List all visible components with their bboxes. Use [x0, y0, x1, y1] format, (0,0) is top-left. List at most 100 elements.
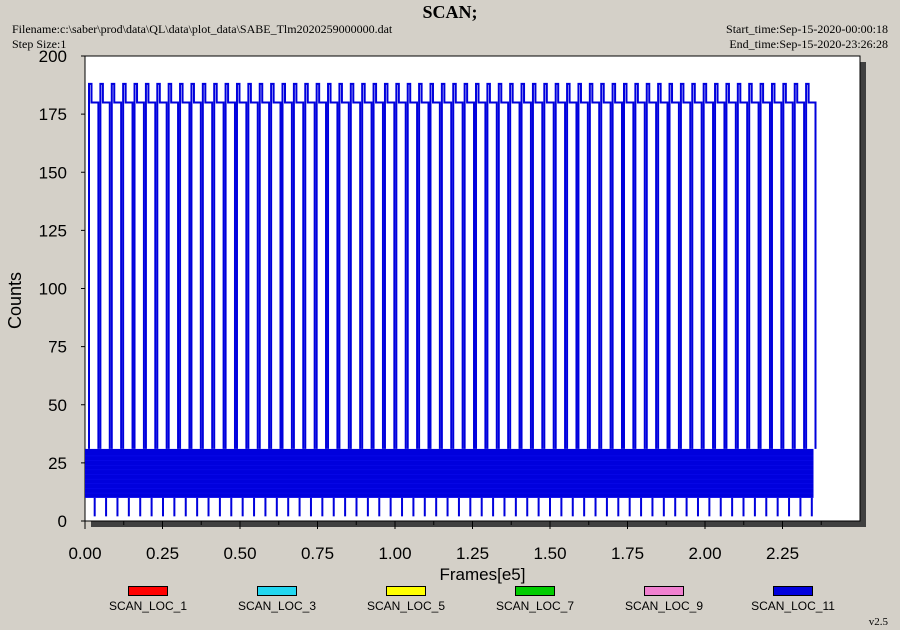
spike-line — [668, 82, 680, 449]
y-axis-label: Counts — [5, 272, 25, 329]
spike-line — [258, 82, 271, 449]
y-tick-label: 50 — [48, 396, 67, 415]
spike-line — [759, 82, 771, 449]
spike-line — [486, 82, 498, 449]
spike-line — [714, 82, 726, 449]
y-tick-label: 25 — [48, 454, 67, 473]
spike-line — [736, 82, 749, 449]
scan-chart: 0 25 50 75 100 125 150 175 200 0.00 0.25 0.50 0.75 1.… — [5, 47, 866, 584]
spike-line — [679, 82, 692, 449]
spike-line — [702, 82, 715, 449]
spike-line — [497, 82, 510, 449]
legend-label: SCAN_LOC_3 — [237, 599, 317, 613]
legend-swatch — [386, 586, 426, 596]
legend-label: SCAN_LOC_1 — [108, 599, 188, 613]
spike-line — [600, 82, 612, 449]
spike-line — [793, 82, 806, 449]
spike-line — [133, 82, 145, 449]
spike-line — [383, 82, 396, 449]
spike-line — [179, 82, 191, 449]
spike-line — [634, 82, 646, 449]
spike-line — [395, 82, 407, 449]
spike-line — [167, 82, 180, 449]
y-tick-label: 200 — [39, 47, 67, 66]
legend-item: SCAN_LOC_9 — [604, 586, 724, 613]
x-tick-label: 1.50 — [533, 544, 566, 563]
x-tick-label: 0.75 — [301, 544, 334, 563]
spike-line — [611, 82, 623, 449]
legend-label: SCAN_LOC_9 — [624, 599, 704, 613]
x-tick-label: 2.00 — [688, 544, 721, 563]
legend-swatch — [128, 586, 168, 596]
spike-line — [247, 82, 259, 449]
spike-line — [156, 82, 168, 449]
start-time-label: Start_time:Sep-15-2020-00:00:18 — [726, 22, 888, 36]
y-tick-label: 75 — [48, 338, 67, 357]
x-tick-label: 1.00 — [378, 544, 411, 563]
spike-line — [213, 82, 225, 449]
y-tick-label: 150 — [39, 163, 67, 182]
y-tick-label: 125 — [39, 221, 67, 240]
spike-line — [304, 82, 316, 449]
y-tick-label: 175 — [39, 105, 67, 124]
spike-line — [622, 82, 635, 449]
spike-line — [372, 82, 384, 449]
spike-line — [452, 82, 464, 449]
legend-item: SCAN_LOC_1 — [88, 586, 208, 613]
spike-line — [292, 82, 305, 449]
spike-line — [270, 82, 282, 449]
spike-line — [122, 82, 134, 449]
spike-line — [315, 82, 328, 449]
spike-line — [566, 82, 578, 449]
legend-item: SCAN_LOC_11 — [733, 586, 853, 613]
legend-swatch — [257, 586, 297, 596]
spike-line — [349, 82, 362, 449]
spike-line — [406, 82, 419, 449]
chart-legend: SCAN_LOC_1 SCAN_LOC_3 SCAN_LOC_5 SCAN_LOC_7… — [0, 586, 900, 626]
spike-line — [190, 82, 202, 449]
spike-line — [520, 82, 532, 449]
legend-item: SCAN_LOC_7 — [475, 586, 595, 613]
spike-line — [99, 82, 111, 449]
spike-line — [224, 82, 236, 449]
legend-swatch — [773, 586, 813, 596]
spike-line — [338, 82, 350, 449]
chart-title: SCAN; — [422, 2, 478, 22]
legend-label: SCAN_LOC_5 — [366, 599, 446, 613]
end-time-label: End_time:Sep-15-2020-23:26:28 — [729, 37, 888, 51]
filename-label: Filename:c:\saber\prod\data\QL\data\plot… — [12, 22, 393, 36]
legend-swatch — [515, 586, 555, 596]
spike-line — [463, 82, 476, 449]
spike-line — [554, 82, 567, 449]
spike-line — [770, 82, 783, 449]
spike-line — [235, 82, 248, 449]
step-size-label: Step Size:1 — [12, 37, 67, 51]
spike-line — [361, 82, 373, 449]
spike-line — [657, 82, 669, 449]
legend-item: SCAN_LOC_3 — [217, 586, 337, 613]
spike-line — [327, 82, 339, 449]
legend-label: SCAN_LOC_7 — [495, 599, 575, 613]
spike-line — [748, 82, 760, 449]
legend-label: SCAN_LOC_11 — [751, 599, 835, 613]
spike-line — [588, 82, 601, 449]
spike-line — [429, 82, 441, 449]
spike-line — [475, 82, 487, 449]
version-label: v2.5 — [868, 616, 888, 628]
spike-line — [440, 82, 453, 449]
spike-line — [144, 82, 157, 449]
y-tick-label: 0 — [58, 512, 67, 531]
spike-line — [531, 82, 544, 449]
spike-line — [645, 82, 658, 449]
spike-line — [691, 82, 703, 449]
dense-band — [85, 448, 814, 498]
spike-line — [88, 82, 100, 449]
spike-line — [782, 82, 794, 449]
spike-line — [201, 82, 214, 449]
spike-line — [110, 82, 123, 449]
y-tick-label: 100 — [39, 280, 67, 299]
spike-line — [725, 82, 737, 449]
legend-swatch — [644, 586, 684, 596]
spike-line — [281, 82, 293, 449]
x-tick-label: 0.25 — [146, 544, 179, 563]
